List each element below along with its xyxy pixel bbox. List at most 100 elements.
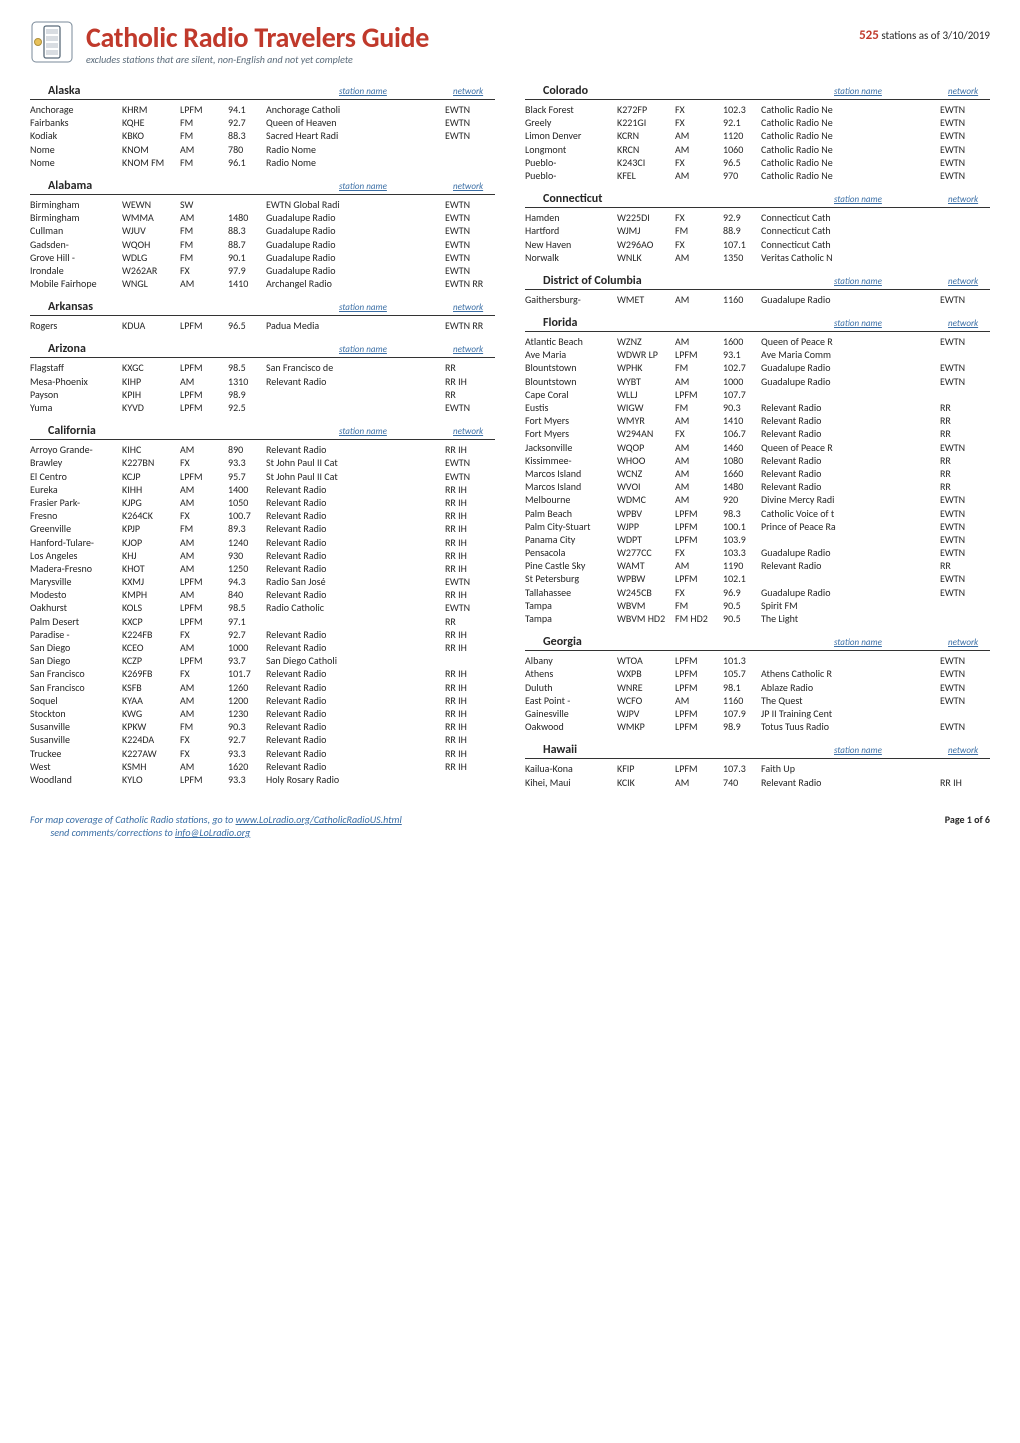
network: EWTN	[940, 441, 990, 454]
band: FM	[675, 599, 723, 612]
frequency: 93.3	[228, 773, 266, 786]
station-name: Relevant Radio	[761, 480, 940, 493]
frequency: 97.1	[228, 615, 266, 628]
frequency: 101.7	[228, 667, 266, 680]
callsign: KCEO	[122, 641, 180, 654]
state-header: District of Columbiastation namenetwork	[525, 274, 990, 290]
network	[940, 762, 990, 775]
station-name: Totus Tuus Radio	[761, 720, 940, 733]
column-subheader: station namenetwork	[339, 181, 495, 192]
band: AM	[180, 211, 228, 224]
callsign: WNLK	[617, 251, 675, 264]
station-row: SusanvilleK224DAFX92.7Relevant RadioRR I…	[30, 733, 495, 746]
station-name	[761, 533, 940, 546]
network: EWTN	[445, 198, 495, 211]
network	[445, 654, 495, 667]
callsign: WDPT	[617, 533, 675, 546]
station-name: Guadalupe Radio	[266, 238, 445, 251]
stations-table: RogersKDUALPFM96.5Padua MediaEWTN RR	[30, 319, 495, 332]
callsign: WPBV	[617, 507, 675, 520]
city: Nome	[30, 143, 122, 156]
network: EWTN	[940, 667, 990, 680]
frequency: 1620	[228, 760, 266, 773]
network: RR	[940, 401, 990, 414]
band: AM	[180, 143, 228, 156]
station-count: 525	[859, 28, 879, 43]
station-name: Guadalupe Radio	[761, 546, 940, 559]
station-name	[266, 388, 445, 401]
band: LPFM	[180, 601, 228, 614]
city: Soquel	[30, 694, 122, 707]
state-name: Connecticut	[525, 192, 602, 206]
frequency: 97.9	[228, 264, 266, 277]
station-name: Relevant Radio	[266, 375, 445, 388]
callsign: KWG	[122, 707, 180, 720]
band: FM HD2	[675, 612, 723, 625]
column-subheader: station namenetwork	[339, 344, 495, 355]
band: LPFM	[180, 103, 228, 116]
city: Flagstaff	[30, 361, 122, 374]
frequency: 1250	[228, 562, 266, 575]
network	[445, 156, 495, 169]
station-row: FlagstaffKXGCLPFM98.5San Francisco deRR	[30, 361, 495, 374]
station-name: Catholic Radio Ne	[761, 169, 940, 182]
band: FM	[180, 156, 228, 169]
frequency: 780	[228, 143, 266, 156]
city: San Francisco	[30, 667, 122, 680]
station-row: Arroyo Grande-KIHCAM890Relevant RadioRR …	[30, 443, 495, 456]
station-name: Catholic Radio Ne	[761, 156, 940, 169]
callsign: KQHE	[122, 116, 180, 129]
band: LPFM	[180, 319, 228, 332]
footer-link-email[interactable]: info@LoLradio.org	[175, 826, 250, 839]
station-row: IrondaleW262ARFX97.9Guadalupe RadioEWTN	[30, 264, 495, 277]
network: RR IH	[445, 536, 495, 549]
frequency: 92.9	[723, 211, 761, 224]
frequency: 100.7	[228, 509, 266, 522]
network: EWTN	[940, 507, 990, 520]
station-name: Archangel Radio	[266, 277, 445, 290]
station-row: MelbourneWDMCAM920Divine Mercy RadiEWTN	[525, 493, 990, 506]
state-name: Arizona	[30, 342, 86, 356]
band: AM	[180, 496, 228, 509]
network: RR IH	[445, 628, 495, 641]
city: Hartford	[525, 224, 617, 237]
network: EWTN	[445, 116, 495, 129]
callsign: WPHK	[617, 361, 675, 374]
city: Woodland	[30, 773, 122, 786]
city: Hanford-Tulare-	[30, 536, 122, 549]
footer-link-map[interactable]: www.LoLradio.org/CatholicRadioUS.html	[236, 813, 402, 826]
state-header: Californiastation namenetwork	[30, 424, 495, 440]
band: FM	[180, 116, 228, 129]
city: West	[30, 760, 122, 773]
station-row: GainesvilleWJPVLPFM107.9JP II Training C…	[525, 707, 990, 720]
band: LPFM	[180, 615, 228, 628]
station-row: TallahasseeW245CBFX96.9Guadalupe RadioEW…	[525, 586, 990, 599]
frequency: 1400	[228, 483, 266, 496]
column-subheader: station namenetwork	[339, 426, 495, 437]
band: AM	[675, 375, 723, 388]
station-row: SusanvilleKPKWFM90.3Relevant RadioRR IH	[30, 720, 495, 733]
station-name: Guadalupe Radio	[761, 361, 940, 374]
callsign: KJOP	[122, 536, 180, 549]
column-subheader: station namenetwork	[834, 86, 990, 97]
station-row: NomeKNOM FMFM96.1Radio Nome	[30, 156, 495, 169]
band: FX	[180, 747, 228, 760]
callsign: KDUA	[122, 319, 180, 332]
network: RR IH	[445, 443, 495, 456]
callsign: KCZP	[122, 654, 180, 667]
city: Susanville	[30, 733, 122, 746]
station-name: Relevant Radio	[266, 496, 445, 509]
station-name: St John Paul II Cat	[266, 456, 445, 469]
band: LPFM	[675, 667, 723, 680]
callsign: WAMT	[617, 559, 675, 572]
band: FX	[180, 733, 228, 746]
station-row: StocktonKWGAM1230Relevant RadioRR IH	[30, 707, 495, 720]
city: Blountstown	[525, 361, 617, 374]
band: AM	[180, 483, 228, 496]
asof-date: 3/10/2019	[942, 29, 990, 42]
station-name: Guadalupe Radio	[266, 211, 445, 224]
frequency: 1260	[228, 681, 266, 694]
callsign: KXGC	[122, 361, 180, 374]
network: EWTN	[940, 533, 990, 546]
station-name: Catholic Radio Ne	[761, 143, 940, 156]
